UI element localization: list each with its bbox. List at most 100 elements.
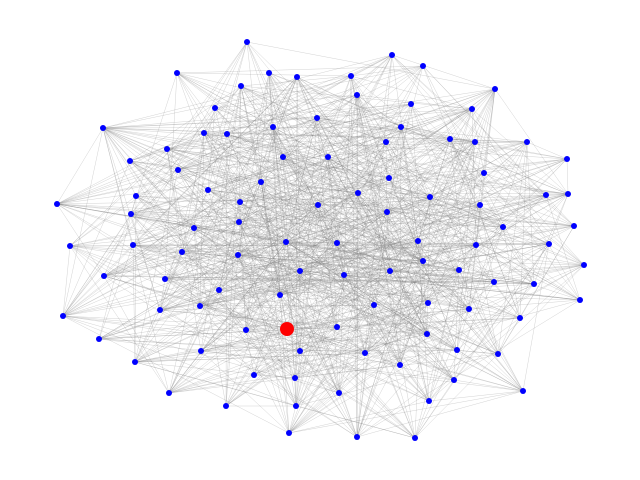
- edge: [218, 194, 547, 291]
- edge: [285, 241, 301, 272]
- edge: [336, 65, 424, 244]
- edge: [218, 72, 270, 291]
- edge: [343, 274, 430, 402]
- edge: [135, 195, 524, 392]
- edge: [356, 240, 419, 438]
- node: [500, 224, 506, 230]
- edge: [260, 181, 281, 296]
- edge: [168, 133, 228, 394]
- edge: [422, 65, 535, 285]
- edge: [56, 203, 460, 271]
- edge: [193, 227, 460, 271]
- edge: [296, 76, 329, 158]
- edge: [168, 204, 481, 394]
- edge: [181, 251, 281, 296]
- edge: [279, 294, 358, 438]
- edge: [400, 126, 485, 174]
- node: [294, 74, 300, 80]
- edge: [102, 108, 473, 129]
- edge: [285, 241, 391, 272]
- edge: [417, 138, 451, 242]
- edge: [130, 126, 402, 215]
- edge: [282, 156, 419, 242]
- edge: [240, 85, 338, 244]
- node: [354, 92, 360, 98]
- edge: [168, 349, 458, 394]
- edge: [327, 156, 338, 328]
- edge: [239, 201, 345, 276]
- edge: [226, 85, 242, 135]
- edge: [159, 309, 338, 328]
- edge: [200, 241, 287, 352]
- edge: [343, 274, 470, 310]
- edge: [356, 302, 429, 438]
- edge: [159, 309, 296, 379]
- edge: [288, 326, 338, 434]
- edge: [282, 156, 388, 213]
- edge: [295, 405, 416, 439]
- edge: [282, 156, 470, 310]
- edge: [69, 245, 581, 301]
- edge: [181, 194, 547, 253]
- edge: [177, 169, 301, 352]
- edge: [69, 107, 216, 247]
- edge: [240, 85, 581, 301]
- edge: [338, 274, 345, 394]
- edge: [245, 242, 338, 331]
- edge: [497, 193, 569, 355]
- edge: [203, 132, 340, 394]
- edge: [62, 54, 393, 317]
- node: [197, 303, 203, 309]
- edge: [239, 201, 499, 355]
- edge: [134, 141, 528, 363]
- edge: [135, 41, 248, 197]
- edge: [426, 243, 550, 335]
- edge: [299, 270, 470, 310]
- edge: [193, 141, 528, 229]
- edge: [181, 241, 287, 253]
- edge: [479, 204, 585, 266]
- edge: [56, 156, 284, 205]
- edge: [132, 244, 535, 285]
- edge: [317, 204, 455, 381]
- edge: [338, 65, 424, 394]
- edge: [246, 41, 495, 283]
- edge: [240, 85, 262, 183]
- node: [389, 52, 395, 58]
- edge: [399, 196, 431, 366]
- edge: [168, 374, 255, 394]
- edge: [245, 329, 255, 376]
- edge: [327, 156, 416, 439]
- edge: [177, 75, 352, 171]
- edge: [282, 156, 524, 392]
- edge: [176, 72, 495, 283]
- edge: [56, 126, 402, 205]
- edge: [317, 204, 429, 304]
- edge: [98, 338, 455, 381]
- edge: [479, 204, 495, 283]
- edge: [388, 177, 424, 262]
- edge: [272, 126, 401, 366]
- edge: [356, 138, 451, 438]
- edge: [336, 242, 345, 276]
- edge: [181, 251, 391, 272]
- edge: [225, 328, 288, 407]
- node: [314, 115, 320, 121]
- edge: [260, 181, 288, 330]
- edge: [181, 251, 301, 352]
- edge: [176, 72, 297, 407]
- edge: [373, 304, 458, 351]
- edge: [62, 94, 358, 317]
- edge: [458, 269, 524, 392]
- edge: [399, 126, 402, 366]
- edge: [327, 156, 535, 285]
- edge: [98, 317, 521, 340]
- node: [427, 194, 433, 200]
- edge: [159, 108, 473, 311]
- edge: [166, 148, 470, 310]
- edge: [177, 103, 412, 171]
- edge: [130, 213, 455, 381]
- edge: [533, 193, 569, 285]
- edge: [502, 226, 521, 319]
- edge: [102, 127, 390, 179]
